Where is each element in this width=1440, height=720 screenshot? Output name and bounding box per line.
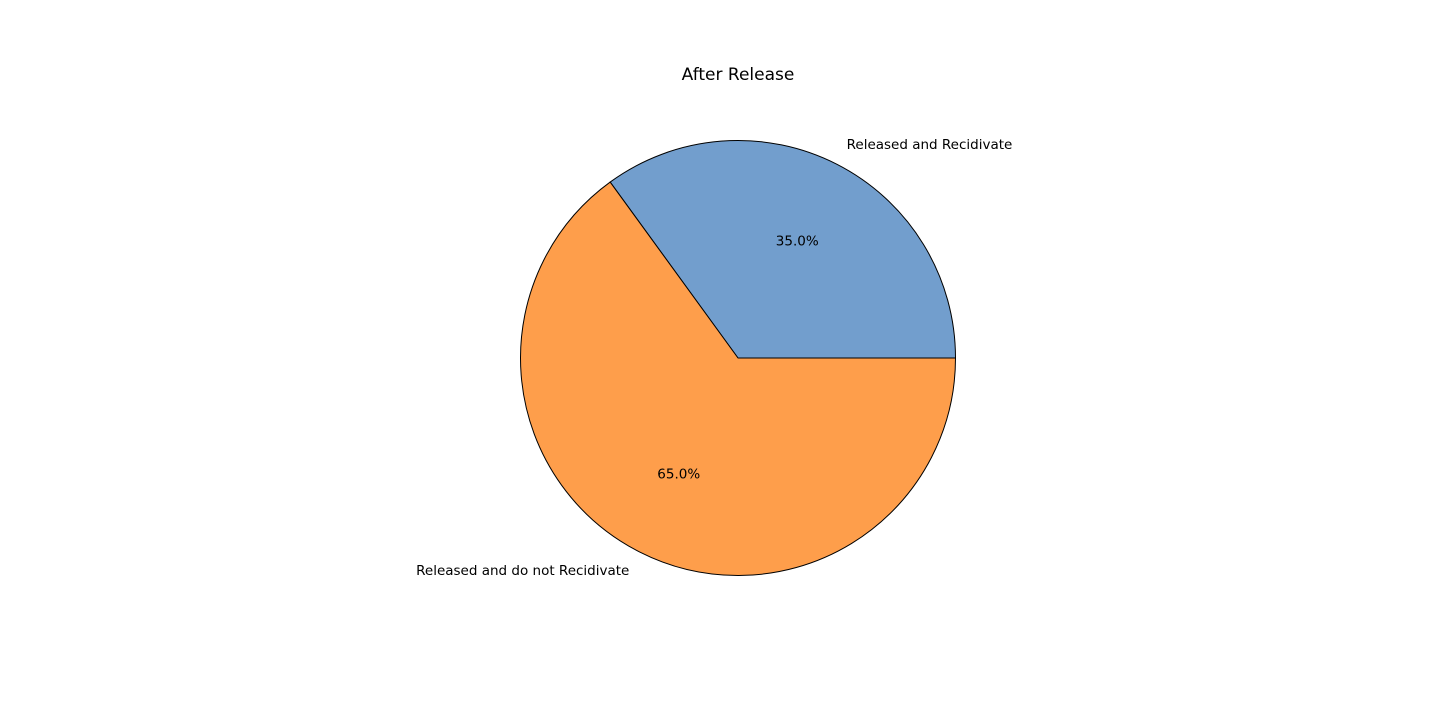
slice-label-1: Released and do not Recidivate [416,563,629,579]
pie-slices [520,140,956,576]
slice-percent-label-0: 35.0% [776,234,819,250]
chart-title: After Release [682,65,795,85]
slice-percent-label-1: 65.0% [657,466,700,482]
slice-label-0: Released and Recidivate [847,137,1013,153]
pie-slice-0 [609,140,956,359]
pie-slice-1 [520,181,956,576]
pie-labels: Released and Recidivate 35.0% Released and… [416,137,1012,579]
